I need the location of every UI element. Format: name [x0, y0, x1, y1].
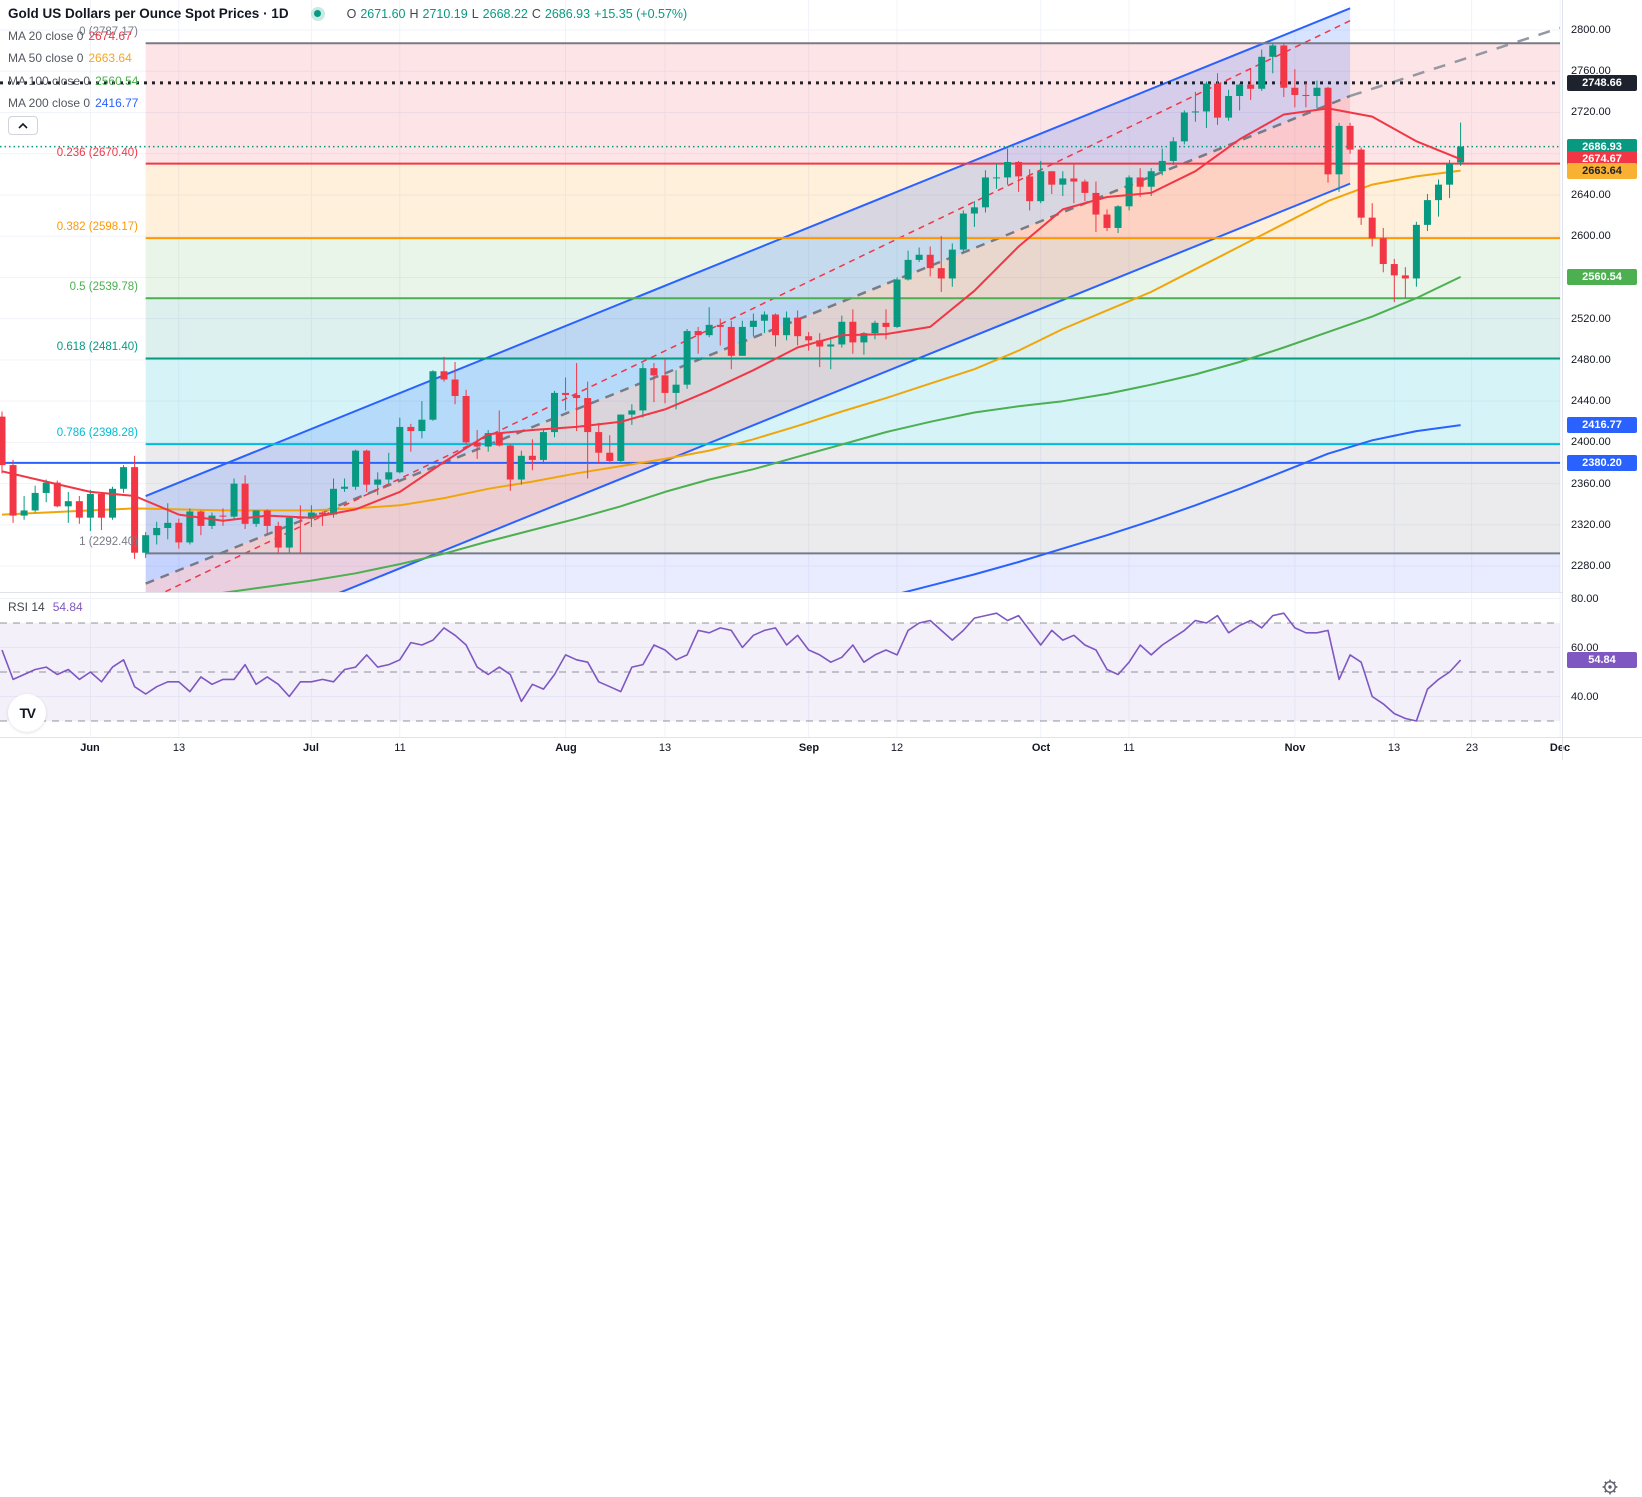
- page-title: Gold US Dollars per Ounce Spot Prices · …: [8, 6, 289, 21]
- time-axis[interactable]: Jun 13 Jul 11 Aug 13 Sep 12 Oct 11 Nov 13 23 Dec: [0, 737, 1642, 1495]
- time-axis-tick: Jul: [303, 742, 319, 754]
- time-axis-tick: 13: [658, 742, 672, 754]
- price-axis-tick: 2480.00: [1571, 354, 1611, 366]
- change-value: +15.35 (+0.57%): [594, 6, 688, 21]
- price-axis-tick: 2440.00: [1571, 395, 1611, 407]
- collapse-indicators-button[interactable]: [8, 116, 38, 135]
- rsi-axis-tick: 80.00: [1571, 593, 1599, 605]
- ma-legend-row: MA 100 close 0 2560.54: [8, 73, 687, 89]
- rsi-legend: RSI 14 54.84: [8, 600, 83, 614]
- fib-level-label: 0.5 (2539.78): [69, 281, 138, 293]
- ma-value: 2560.54: [95, 73, 139, 88]
- time-axis-tick: 13: [1387, 742, 1401, 754]
- ma-legend-row: MA 200 close 0 2416.77: [8, 95, 687, 111]
- close-value: 2686.93: [544, 6, 591, 21]
- price-badge: 2380.20: [1567, 455, 1637, 471]
- rsi-axis-tick: 60.00: [1571, 642, 1599, 654]
- time-axis-tick: Sep: [798, 742, 820, 754]
- price-axis-tick: 2800.00: [1571, 24, 1611, 36]
- settings-gear-icon[interactable]: [1598, 1477, 1622, 1497]
- price-badge: 2748.66: [1567, 75, 1637, 91]
- price-axis-tick: 2400.00: [1571, 436, 1611, 448]
- ma-label: MA 200 close 0: [8, 96, 91, 110]
- price-axis[interactable]: 2800.00 2760.00 2720.00 2640.00 2600.00 2520.…: [1563, 0, 1642, 737]
- fib-level-label: 0.618 (2481.40): [56, 341, 138, 353]
- time-axis-tick: 11: [1123, 742, 1135, 754]
- rsi-label: RSI 14: [8, 600, 45, 614]
- price-axis-tick: 2760.00: [1571, 65, 1611, 77]
- ma-label: MA 20 close 0: [8, 28, 84, 43]
- ma-legend-row: MA 50 close 0 2663.64: [8, 50, 687, 66]
- price-axis-tick: 2280.00: [1571, 560, 1611, 572]
- low-value: 2668.22: [482, 6, 528, 21]
- chart-legend: Gold US Dollars per Ounce Spot Prices · …: [8, 6, 687, 135]
- price-badge: 2416.77: [1567, 417, 1637, 433]
- time-axis-tick: 13: [172, 742, 186, 754]
- ma-value: 2416.77: [95, 96, 139, 110]
- time-axis-tick: Nov: [1284, 742, 1306, 754]
- price-axis-tick: 2360.00: [1571, 478, 1611, 490]
- fib-level-label: 0 (2787.17): [79, 26, 138, 38]
- ma-legend-rows: MA 20 close 0 2674.67 MA 50 close 0 2663…: [8, 28, 687, 112]
- ma-value: 2674.67: [88, 28, 132, 43]
- open-value: 2671.60: [360, 6, 406, 21]
- fib-level-label: 0.236 (2670.40): [56, 147, 138, 159]
- high-value: 2710.19: [422, 6, 468, 21]
- time-axis-tick: 12: [890, 742, 904, 754]
- rsi-value: 54.84: [52, 600, 83, 614]
- fib-level-label: 0.786 (2398.28): [56, 427, 138, 439]
- rsi-axis-tick: 40.00: [1571, 691, 1599, 703]
- time-axis-tick: Dec: [1549, 742, 1571, 754]
- market-status-dot-icon: [310, 6, 325, 21]
- time-axis-tick: Aug: [555, 742, 577, 754]
- ma-label: MA 50 close 0: [8, 51, 84, 65]
- tradingview-logo[interactable]: TV: [8, 694, 46, 732]
- price-axis-tick: 2520.00: [1571, 313, 1611, 325]
- chart-canvas[interactable]: [0, 0, 1642, 760]
- price-axis-tick: 2320.00: [1571, 519, 1611, 531]
- time-axis-tick: 23: [1465, 742, 1479, 754]
- price-badge: 2560.54: [1567, 269, 1637, 285]
- panel-divider[interactable]: [0, 592, 1562, 593]
- ma-legend-row: MA 20 close 0 2674.67: [8, 28, 687, 44]
- title-row: Gold US Dollars per Ounce Spot Prices · …: [8, 6, 687, 21]
- chevron-up-icon: [18, 122, 28, 129]
- price-axis-tick: 2720.00: [1571, 106, 1611, 118]
- price-axis-tick: 2640.00: [1571, 189, 1611, 201]
- axis-divider: [1562, 0, 1563, 760]
- ma-label: MA 100 close 0: [8, 73, 91, 88]
- fib-level-label: 1 (2292.40): [79, 536, 138, 548]
- price-axis-tick: 2600.00: [1571, 230, 1611, 242]
- ma-value: 2663.64: [88, 51, 132, 65]
- ohlc-values: O 2671.60 H 2710.19 L 2668.22 C 2686.93 +15.…: [346, 6, 688, 21]
- time-axis-tick: Jun: [80, 742, 100, 754]
- time-axis-tick: 11: [394, 742, 406, 754]
- fib-level-label: 0.382 (2598.17): [56, 221, 138, 233]
- time-axis-tick: Oct: [1031, 742, 1051, 754]
- price-badge: 2663.64: [1567, 163, 1637, 179]
- rsi-badge: 54.84: [1567, 652, 1637, 668]
